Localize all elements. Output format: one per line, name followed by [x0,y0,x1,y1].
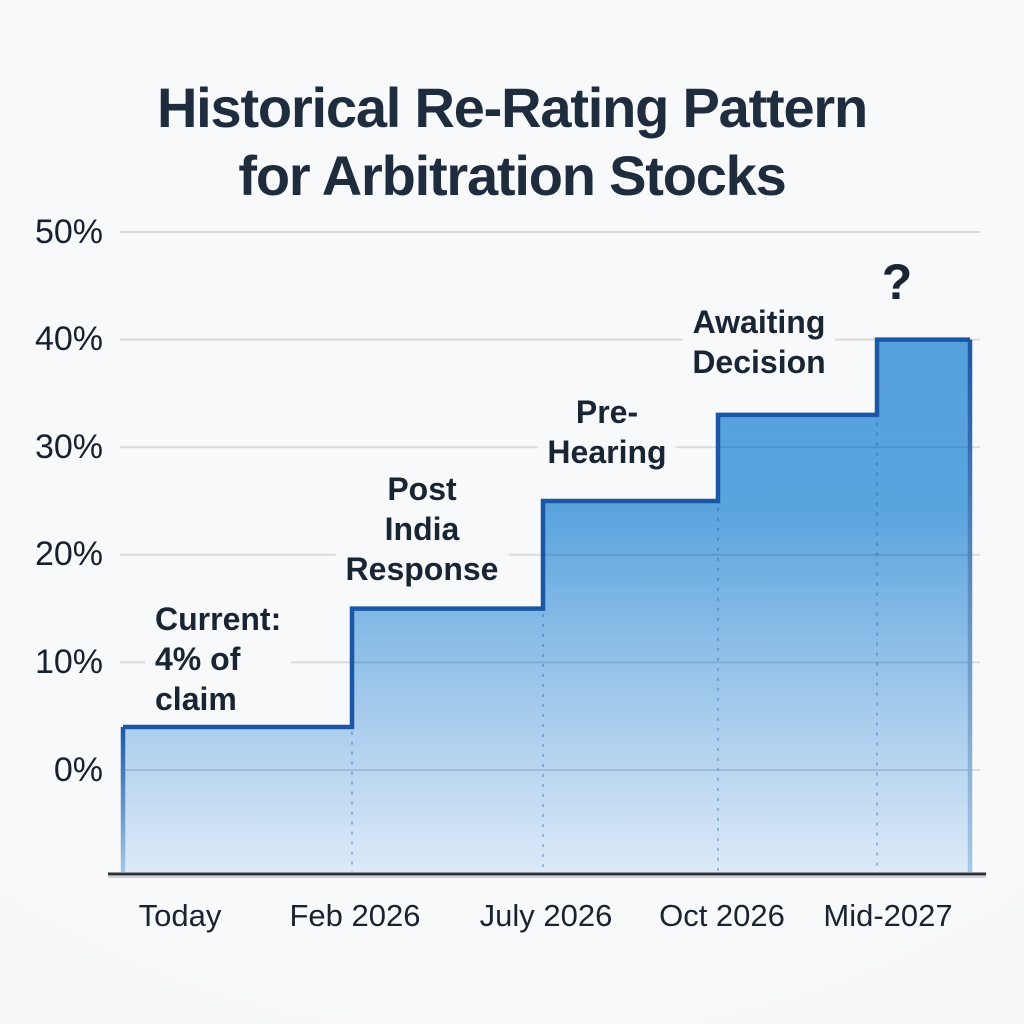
step-outline [123,337,970,730]
step-area-fill [123,339,970,873]
x-tick-label-mid2027: Mid-2027 [823,898,953,933]
annotation-pre-hearing: Pre- Hearing [537,390,677,474]
x-tick-label-today: Today [138,898,222,933]
y-tick-label-20: 20% [34,535,103,573]
annotation-question-mark: ? [871,252,923,312]
annotation-current-claim: Current: 4% of claim [145,597,292,721]
annotation-post-india-response: Post India Response [335,467,509,591]
y-tick-label-40: 40% [34,320,103,358]
y-tick-label-50: 50% [34,213,103,251]
y-tick-label-30: 30% [34,428,103,466]
y-tick-label-0: 0% [53,751,103,789]
x-tick-label-july2026: July 2026 [479,898,613,933]
y-tick-label-10: 10% [34,643,103,681]
chart-title: Historical Re-Rating Pattern for Arbitra… [156,75,868,207]
annotation-awaiting-decision: Awaiting Decision [682,300,836,384]
x-tick-label-oct2026: Oct 2026 [659,898,785,933]
x-tick-label-feb2026: Feb 2026 [289,898,421,933]
